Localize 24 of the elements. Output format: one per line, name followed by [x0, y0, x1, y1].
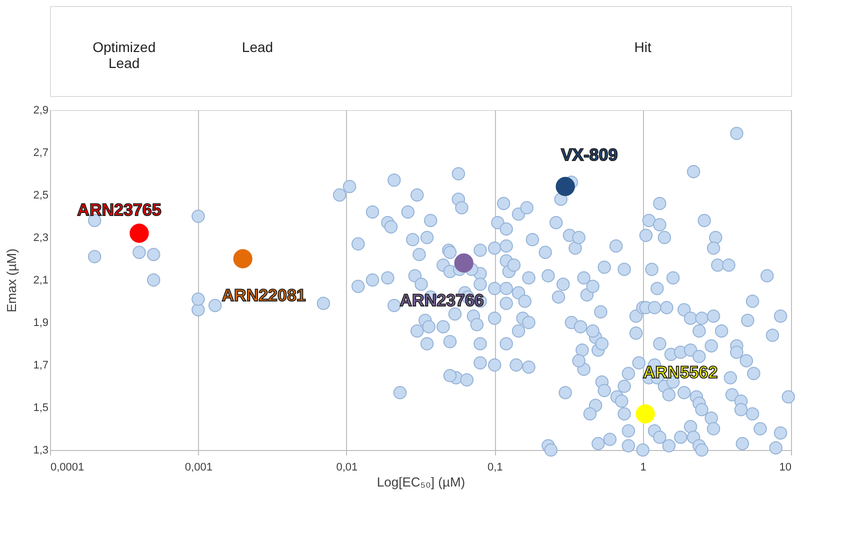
- x-axis-title: Log[EC₅₀] (µM): [376, 474, 466, 490]
- text: Hit: [634, 39, 652, 55]
- y-tick-label: 1,5: [33, 402, 48, 414]
- text: Optimized Lead: [92, 39, 156, 71]
- series-label: VX-809: [560, 146, 618, 164]
- y-tick-label: 2,7: [33, 147, 48, 159]
- y-tick-label: 1,9: [33, 317, 48, 329]
- series-label: ARN5562: [642, 362, 718, 382]
- x-tick-label: 0,1: [487, 462, 503, 474]
- x-tick-label: 0,001: [184, 462, 212, 474]
- series-label: ARN23765: [77, 200, 162, 220]
- series-label: ARN22081: [222, 286, 306, 305]
- y-tick-label: 1,3: [33, 444, 48, 456]
- x-tick-label: 1: [640, 462, 646, 474]
- y-tick-label: 2,3: [33, 232, 48, 244]
- y-tick-label: 2,1: [33, 274, 48, 286]
- x-tick-label: 0,0001: [50, 462, 84, 474]
- text: Lead: [242, 39, 274, 55]
- y-tick-label: 2,5: [33, 190, 48, 202]
- y-tick-label: 1,7: [33, 360, 48, 372]
- x-tick-label: 10: [779, 462, 792, 474]
- y-tick-label: 2,9: [33, 104, 48, 116]
- y-axis-title: Emax (µM): [4, 248, 20, 312]
- x-tick-label: 0,01: [336, 462, 358, 474]
